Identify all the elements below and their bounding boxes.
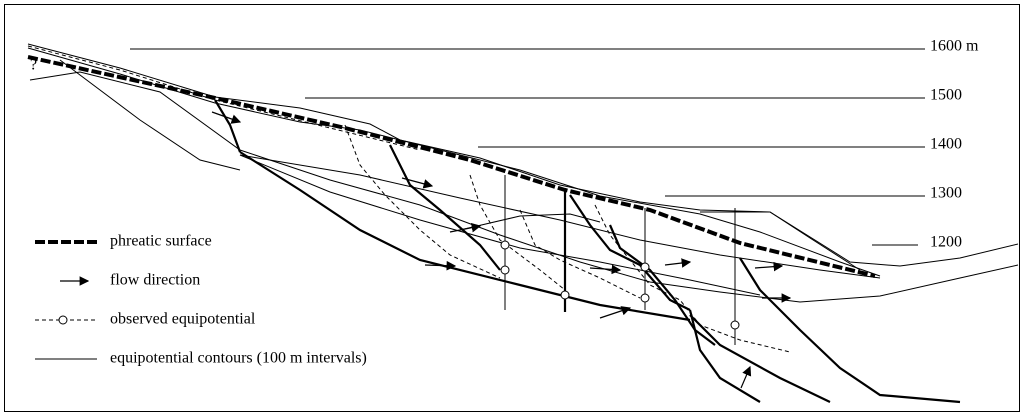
- legend-label: observed equipotential: [110, 311, 256, 328]
- legend-label: flow direction: [110, 272, 200, 289]
- elevation-label: 1400: [930, 136, 962, 153]
- legend: phreatic surface flow direction observed…: [35, 233, 367, 367]
- elevation-label: 1200: [930, 234, 962, 251]
- elevation-label: 1300: [930, 185, 962, 202]
- legend-label: equipotential contours (100 m intervals): [110, 350, 367, 367]
- legend-label: phreatic surface: [110, 233, 212, 250]
- elevation-label: 1500: [930, 87, 962, 104]
- flow-arrows: [212, 112, 790, 388]
- diagram: 1600 m 1500 1400 1300 1200 ?: [0, 0, 1024, 416]
- elevation-label: 1600 m: [930, 38, 979, 55]
